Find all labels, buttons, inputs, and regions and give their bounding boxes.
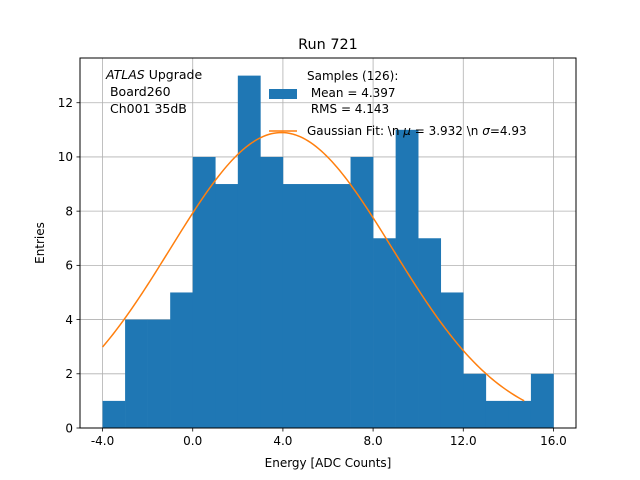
annotation-line-3: Ch001 35dB: [106, 101, 187, 116]
x-tick-label-3: 8.0: [364, 434, 383, 448]
histogram-bar-6: [237, 75, 261, 428]
histogram-bar-2: [147, 319, 171, 428]
histogram-bar-19: [530, 373, 554, 428]
chart-title: Run 721: [298, 37, 358, 53]
x-tick-label-4: 12.0: [450, 434, 477, 448]
x-tick-label-1: 0.0: [183, 434, 202, 448]
histogram-bar-12: [373, 238, 396, 428]
histogram-bar-5: [215, 184, 239, 428]
atlas-annotation: ATLAS Upgrade Board260 Ch001 35dB: [105, 67, 202, 116]
histogram-bar-15: [440, 292, 464, 428]
legend-fit-sigma-value: =4.93: [490, 124, 527, 138]
histogram-bar-10: [328, 184, 351, 428]
y-axis-ticks: 0 2 4 6 8 10 12: [58, 96, 80, 435]
histogram-bar-11: [350, 156, 374, 428]
legend-fit-sigma-symbol: σ: [482, 124, 490, 138]
y-tick-label-4: 8: [65, 204, 73, 218]
annotation-line-2: Board260: [106, 84, 171, 99]
y-tick-label-6: 12: [58, 96, 73, 110]
plot-frame: [79, 57, 577, 429]
legend-histogram-line-2: Mean = 4.397: [307, 86, 396, 100]
x-tick-label-0: -4.0: [91, 434, 114, 448]
gaussian-fit-curve: [101, 131, 525, 402]
legend-histogram-line-3: RMS = 4.143: [307, 102, 389, 116]
legend: Samples (126): Mean = 4.397 RMS = 4.143 …: [269, 69, 527, 138]
legend-fit-label: Gaussian Fit: \n μ = 3.932 \n σ=4.93: [307, 124, 527, 138]
y-axis-label: Entries: [33, 222, 47, 264]
legend-histogram-line-1: Samples (126):: [307, 69, 398, 83]
legend-fit-mu-value: = 3.932 \n: [411, 124, 482, 138]
histogram-bar-8: [282, 184, 306, 428]
x-axis-ticks: -4.0 0.0 4.0 8.0 12.0 16.0: [91, 428, 567, 448]
legend-histogram-swatch: [269, 89, 297, 99]
y-tick-label-1: 2: [65, 367, 73, 381]
histogram-bar-13: [395, 129, 419, 429]
y-tick-label-0: 0: [65, 421, 73, 435]
histogram-bar-16: [463, 373, 487, 428]
x-axis-label: Energy [ADC Counts]: [265, 456, 392, 470]
histogram-bar-1: [125, 319, 148, 428]
histogram-bar-7: [260, 156, 284, 428]
x-tick-label-2: 4.0: [273, 434, 292, 448]
histogram-bar-4: [192, 156, 216, 428]
x-tick-label-5: 16.0: [540, 434, 567, 448]
y-tick-label-2: 4: [65, 313, 73, 327]
histogram-bar-14: [418, 238, 442, 428]
legend-fit-prefix: Gaussian Fit: \n: [307, 124, 403, 138]
histogram-bar-3: [170, 292, 194, 428]
histogram-bar-0: [102, 400, 126, 428]
annotation-atlas: ATLAS: [105, 67, 145, 82]
y-tick-label-5: 10: [58, 150, 73, 164]
histogram-bar-18: [508, 400, 532, 428]
y-tick-label-3: 6: [65, 259, 73, 273]
histogram-bars: [102, 75, 554, 429]
histogram-bar-9: [305, 184, 329, 428]
histogram-bar-17: [485, 400, 509, 428]
legend-fit-mu-symbol: μ: [402, 124, 411, 138]
annotation-upgrade: Upgrade: [145, 67, 203, 82]
annotation-line-1: ATLAS Upgrade: [105, 67, 202, 82]
